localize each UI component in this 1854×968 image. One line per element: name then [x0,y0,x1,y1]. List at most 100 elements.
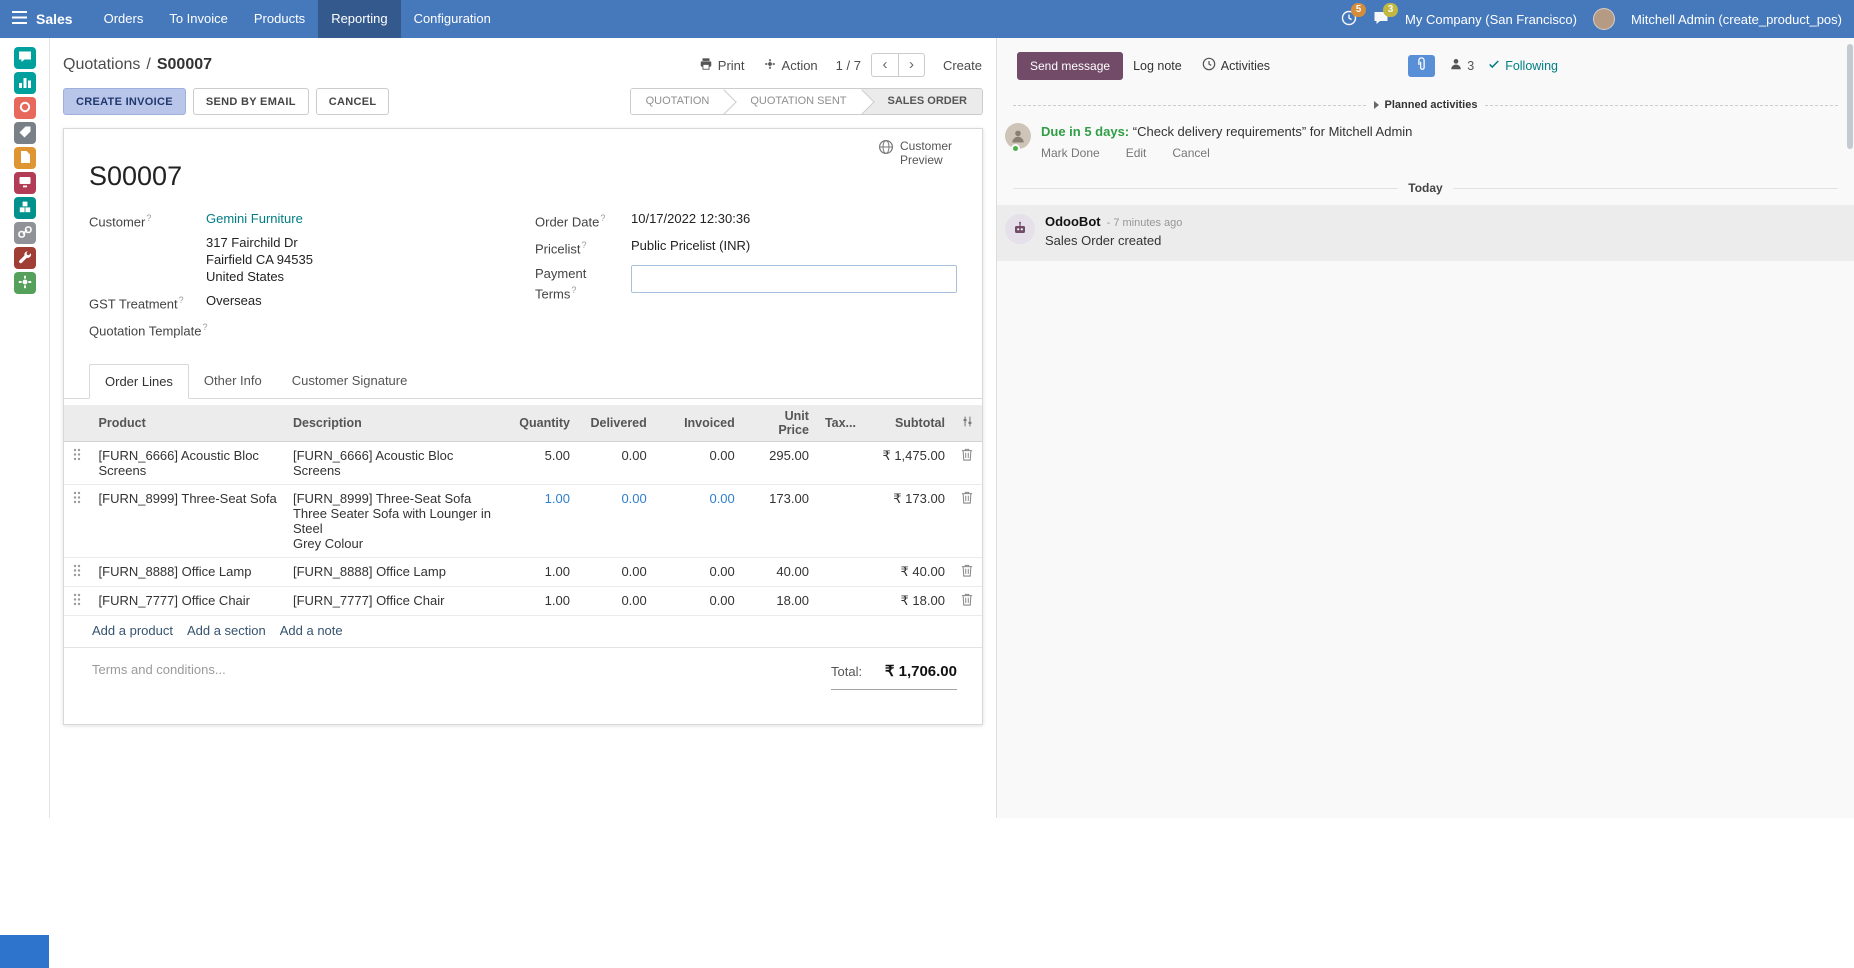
customer-value-link[interactable]: Gemini Furniture [206,211,303,226]
column-product[interactable]: Product [90,404,285,442]
cell-invoiced[interactable]: 0.00 [654,586,743,616]
menu-configuration[interactable]: Configuration [413,11,491,26]
add-a-section-link[interactable]: Add a section [186,622,266,638]
delete-line-button[interactable] [952,586,982,616]
cell-invoiced[interactable]: 0.00 [654,484,743,558]
log-note-button[interactable]: Log note [1123,53,1192,79]
payment-terms-input[interactable] [631,264,957,293]
tab-customer-signature[interactable]: Customer Signature [291,372,408,388]
menu-orders[interactable]: Orders [103,11,144,26]
delete-line-button[interactable] [952,557,982,587]
cell-delivered[interactable]: 0.00 [577,484,655,558]
edit-activity-button[interactable]: Edit [1125,146,1147,160]
activities-systray-button[interactable]: 5 [1341,2,1367,29]
menu-reporting[interactable]: Reporting [318,0,401,38]
column-description[interactable]: Description [284,404,511,442]
drag-handle[interactable] [64,586,91,616]
sidebar-app-subscriptions[interactable] [13,97,36,119]
status-step-quotation[interactable]: QUOTATION [630,89,725,114]
cell-taxes[interactable] [816,484,864,558]
sidebar-app-sales[interactable] [13,122,36,144]
cell-taxes[interactable] [816,441,864,485]
activities-button[interactable]: Activities [1192,51,1280,80]
add-a-note-link[interactable]: Add a note [279,622,343,638]
cell-product[interactable]: [FURN_8888] Office Lamp [90,557,285,587]
sidebar-app-settings[interactable] [13,272,36,294]
cell-invoiced[interactable]: 0.00 [654,557,743,587]
sidebar-app-repair[interactable] [13,247,36,269]
cell-delivered[interactable]: 0.00 [577,557,655,587]
cancel-activity-button[interactable]: Cancel [1172,146,1210,160]
cell-product[interactable]: [FURN_6666] Acoustic Bloc Screens [90,441,285,485]
pager-previous-button[interactable]: ‹ [870,53,898,77]
create-button[interactable]: Create [942,57,982,73]
cell-unit-price[interactable]: 18.00 [742,586,817,616]
sidebar-app-invoicing[interactable] [13,147,36,169]
tab-other-info[interactable]: Other Info [203,372,262,388]
column-taxes[interactable]: Tax... [816,404,864,442]
company-switcher[interactable]: My Company (San Francisco) [1405,11,1577,27]
gst-treatment-value[interactable]: Overseas [206,293,262,309]
apps-menu-button[interactable]: Sales [0,11,91,27]
attach-files-button[interactable] [1408,54,1436,77]
cell-quantity[interactable]: 1.00 [510,557,578,587]
column-quantity[interactable]: Quantity [510,404,578,442]
status-step-quotation-sent[interactable]: QUOTATION SENT [724,89,862,114]
delete-line-button[interactable] [952,441,982,485]
cell-unit-price[interactable]: 173.00 [742,484,817,558]
drag-handle[interactable] [64,557,91,587]
cell-product[interactable]: [FURN_8999] Three-Seat Sofa [90,484,285,558]
print-button[interactable]: Print [699,57,745,74]
sidebar-app-link[interactable] [13,222,36,244]
pricelist-value[interactable]: Public Pricelist (INR) [631,238,751,254]
sidebar-app-discuss[interactable] [13,47,36,69]
status-step-sales-order[interactable]: SALES ORDER [861,89,982,114]
messages-systray-button[interactable]: 3 [1373,2,1399,29]
optional-columns-button[interactable] [952,404,982,442]
cell-description[interactable]: [FURN_7777] Office Chair [284,586,511,616]
sidebar-app-inventory[interactable] [13,197,36,219]
column-delivered[interactable]: Delivered [577,404,655,442]
column-invoiced[interactable]: Invoiced [654,404,743,442]
vertical-scrollbar-thumb[interactable] [1847,44,1853,149]
send-message-button[interactable]: Send message [1017,51,1124,80]
tab-order-lines[interactable]: Order Lines [89,363,189,399]
bottom-left-panel[interactable] [0,935,49,968]
drag-handle[interactable] [64,441,91,485]
customer-preview-button[interactable]: Customer Preview [878,139,970,167]
current-app-name[interactable]: Sales [36,11,73,27]
cell-description[interactable]: [FURN_8999] Three-Seat Sofa Three Seater… [284,484,511,558]
order-date-value[interactable]: 10/17/2022 12:30:36 [631,211,751,226]
column-unit-price[interactable]: Unit Price [742,404,817,442]
cell-delivered[interactable]: 0.00 [577,441,655,485]
breadcrumb-quotations[interactable]: Quotations [63,56,141,73]
followers-button[interactable]: 3 [1449,57,1474,74]
create-invoice-button[interactable]: CREATE INVOICE [63,88,186,115]
cell-quantity[interactable]: 5.00 [510,441,578,485]
add-a-product-link[interactable]: Add a product [92,622,173,638]
cell-description[interactable]: [FURN_8888] Office Lamp [284,557,511,587]
action-button[interactable]: Action [763,57,818,74]
menu-to-invoice[interactable]: To Invoice [169,11,228,26]
cell-unit-price[interactable]: 295.00 [742,441,817,485]
cell-quantity[interactable]: 1.00 [510,484,578,558]
menu-products[interactable]: Products [253,11,306,26]
user-menu[interactable]: Mitchell Admin (create_product_pos) [1631,11,1842,27]
following-button[interactable]: Following [1488,58,1558,73]
send-by-email-button[interactable]: SEND BY EMAIL [192,88,309,115]
column-subtotal[interactable]: Subtotal [863,404,953,442]
cell-description[interactable]: [FURN_6666] Acoustic Bloc Screens [284,441,511,485]
planned-activities-toggle[interactable]: Planned activities [997,99,1854,111]
cell-product[interactable]: [FURN_7777] Office Chair [90,586,285,616]
drag-handle[interactable] [64,484,91,558]
cell-taxes[interactable] [816,557,864,587]
cell-taxes[interactable] [816,586,864,616]
terms-and-conditions-placeholder[interactable]: Terms and conditions... [92,661,226,677]
cell-delivered[interactable]: 0.00 [577,586,655,616]
cell-invoiced[interactable]: 0.00 [654,441,743,485]
user-avatar[interactable] [1593,8,1615,30]
sidebar-app-crm[interactable] [13,72,36,94]
cell-unit-price[interactable]: 40.00 [742,557,817,587]
cancel-button[interactable]: CANCEL [315,88,390,115]
pager-next-button[interactable]: › [897,53,925,77]
